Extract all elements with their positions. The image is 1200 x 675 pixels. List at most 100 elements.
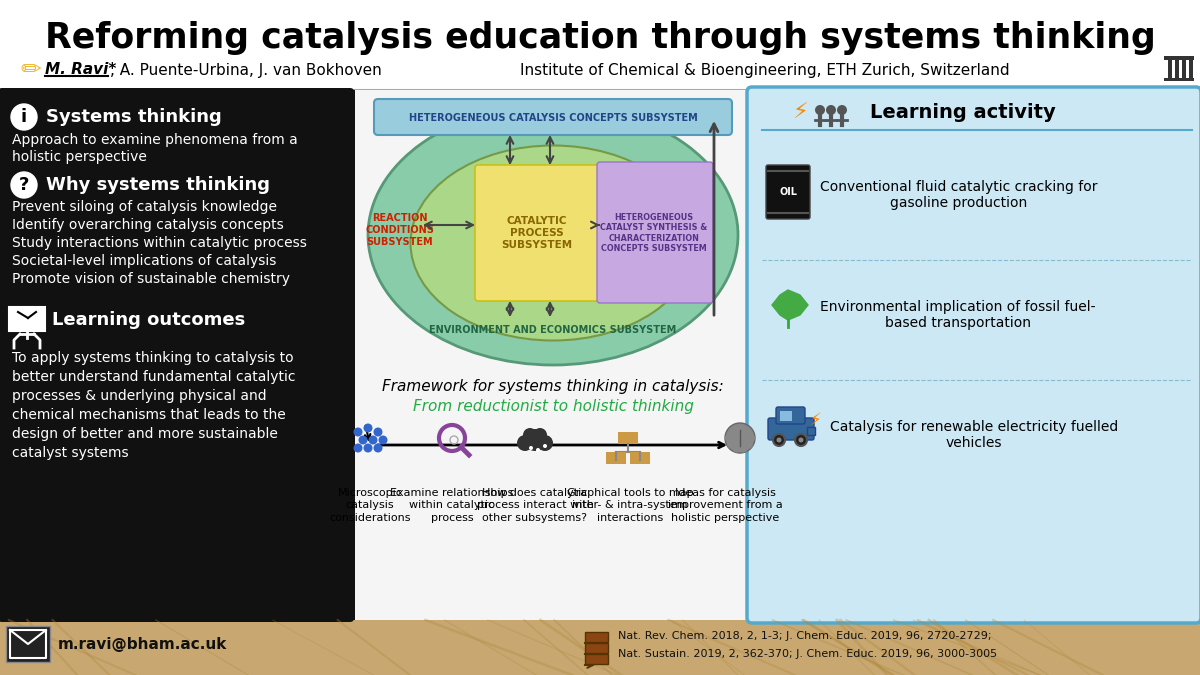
Text: ✏: ✏ <box>20 58 41 82</box>
Circle shape <box>364 423 372 433</box>
Text: Learning activity: Learning activity <box>870 103 1056 122</box>
Circle shape <box>368 435 378 445</box>
FancyBboxPatch shape <box>808 427 815 435</box>
Text: ⚡: ⚡ <box>792 103 808 123</box>
Circle shape <box>542 444 547 448</box>
Text: REACTION
CONDITIONS
SUBSYSTEM: REACTION CONDITIONS SUBSYSTEM <box>366 213 434 246</box>
Text: design of better and more sustainable: design of better and more sustainable <box>12 427 278 441</box>
Text: better understand fundamental catalytic: better understand fundamental catalytic <box>12 370 295 384</box>
Text: Study interactions within catalytic process: Study interactions within catalytic proc… <box>12 236 307 250</box>
Circle shape <box>359 435 367 445</box>
Text: chemical mechanisms that leads to the: chemical mechanisms that leads to the <box>12 408 286 422</box>
FancyBboxPatch shape <box>10 307 46 331</box>
Text: ⚡: ⚡ <box>809 411 821 429</box>
Text: Examine relationships
within catalytic
process: Examine relationships within catalytic p… <box>390 488 514 523</box>
Text: How does catalytic
process interact with
other subsystems?: How does catalytic process interact with… <box>476 488 594 523</box>
FancyBboxPatch shape <box>584 653 607 664</box>
Circle shape <box>524 429 546 451</box>
FancyBboxPatch shape <box>1168 58 1172 78</box>
Text: Catalysis for renewable electricity fuelled
vehicles: Catalysis for renewable electricity fuel… <box>830 420 1118 450</box>
FancyBboxPatch shape <box>768 418 814 440</box>
FancyBboxPatch shape <box>374 99 732 135</box>
FancyBboxPatch shape <box>776 407 805 424</box>
Text: , A. Puente-Urbina, J. van Bokhoven: , A. Puente-Urbina, J. van Bokhoven <box>110 63 382 78</box>
Text: Why systems thinking: Why systems thinking <box>46 176 270 194</box>
Text: Ideas for catalysis
improvement from a
holistic perspective: Ideas for catalysis improvement from a h… <box>667 488 782 523</box>
Text: OIL: OIL <box>779 187 797 197</box>
Circle shape <box>373 443 383 452</box>
Text: To apply systems thinking to catalysis to: To apply systems thinking to catalysis t… <box>12 351 294 365</box>
Text: Environmental implication of fossil fuel-
based transportation: Environmental implication of fossil fuel… <box>820 300 1096 330</box>
Circle shape <box>11 172 37 198</box>
Circle shape <box>11 104 37 130</box>
Text: Institute of Chemical & Bioengineering, ETH Zurich, Switzerland: Institute of Chemical & Bioengineering, … <box>520 63 1009 78</box>
Text: Promote vision of sustainable chemistry: Promote vision of sustainable chemistry <box>12 272 290 286</box>
Polygon shape <box>772 290 808 320</box>
Text: Identify overarching catalysis concepts: Identify overarching catalysis concepts <box>12 218 283 232</box>
Ellipse shape <box>368 105 738 365</box>
Text: HETEROGENEOUS CATALYSIS CONCEPTS SUBSYSTEM: HETEROGENEOUS CATALYSIS CONCEPTS SUBSYST… <box>409 113 697 123</box>
Text: m.ravi@bham.ac.uk: m.ravi@bham.ac.uk <box>58 637 227 653</box>
Text: catalyst systems: catalyst systems <box>12 446 128 460</box>
Text: Microscopic
catalysis
considerations: Microscopic catalysis considerations <box>329 488 410 523</box>
FancyBboxPatch shape <box>1175 58 1178 78</box>
Circle shape <box>354 443 362 452</box>
FancyBboxPatch shape <box>584 643 607 653</box>
Circle shape <box>725 423 755 453</box>
Circle shape <box>738 443 748 452</box>
FancyBboxPatch shape <box>0 0 1200 90</box>
Text: ENVIRONMENT AND ECONOMICS SUBSYSTEM: ENVIRONMENT AND ECONOMICS SUBSYSTEM <box>430 325 677 335</box>
Text: Nat. Rev. Chem. 2018, 2, 1-3; J. Chem. Educ. 2019, 96, 2720-2729;: Nat. Rev. Chem. 2018, 2, 1-3; J. Chem. E… <box>618 631 991 641</box>
Circle shape <box>745 433 755 443</box>
FancyBboxPatch shape <box>0 90 355 620</box>
Circle shape <box>538 435 553 451</box>
Circle shape <box>536 448 540 452</box>
Text: Approach to examine phenomena from a: Approach to examine phenomena from a <box>12 133 298 147</box>
FancyBboxPatch shape <box>746 87 1200 623</box>
Circle shape <box>23 323 31 331</box>
Circle shape <box>826 105 836 115</box>
Text: i: i <box>20 108 28 126</box>
Circle shape <box>523 428 538 442</box>
Text: From reductionist to holistic thinking: From reductionist to holistic thinking <box>413 398 694 414</box>
FancyBboxPatch shape <box>0 620 1200 675</box>
FancyBboxPatch shape <box>355 90 750 620</box>
Text: Conventional fluid catalytic cracking for
gasoline production: Conventional fluid catalytic cracking fo… <box>820 180 1098 210</box>
FancyBboxPatch shape <box>630 452 650 464</box>
Ellipse shape <box>410 146 696 340</box>
Circle shape <box>529 446 533 450</box>
FancyBboxPatch shape <box>606 452 626 464</box>
Text: M. Ravi*: M. Ravi* <box>46 63 116 78</box>
FancyBboxPatch shape <box>0 88 354 622</box>
FancyBboxPatch shape <box>1164 78 1194 81</box>
Circle shape <box>743 439 754 449</box>
Text: Prevent siloing of catalysis knowledge: Prevent siloing of catalysis knowledge <box>12 200 277 214</box>
Circle shape <box>378 435 388 445</box>
Circle shape <box>517 435 533 451</box>
Circle shape <box>732 443 742 452</box>
Text: Reforming catalysis education through systems thinking: Reforming catalysis education through sy… <box>44 21 1156 55</box>
Circle shape <box>798 437 804 443</box>
FancyBboxPatch shape <box>584 632 607 641</box>
FancyBboxPatch shape <box>475 165 599 301</box>
FancyBboxPatch shape <box>1164 56 1194 60</box>
Circle shape <box>354 427 362 437</box>
Circle shape <box>773 434 785 446</box>
Circle shape <box>796 434 808 446</box>
Circle shape <box>815 105 826 115</box>
Text: processes & underlying physical and: processes & underlying physical and <box>12 389 266 403</box>
Circle shape <box>725 433 734 443</box>
Circle shape <box>776 437 781 443</box>
Text: Nat. Sustain. 2019, 2, 362-370; J. Chem. Educ. 2019, 96, 3000-3005: Nat. Sustain. 2019, 2, 362-370; J. Chem.… <box>618 649 997 659</box>
Text: Societal-level implications of catalysis: Societal-level implications of catalysis <box>12 254 276 268</box>
Circle shape <box>533 428 547 442</box>
FancyBboxPatch shape <box>598 162 713 303</box>
Text: Graphical tools to map
inter- & intra-system
interactions: Graphical tools to map inter- & intra-sy… <box>566 488 694 523</box>
FancyBboxPatch shape <box>618 432 638 444</box>
FancyBboxPatch shape <box>6 626 50 662</box>
Text: ?: ? <box>19 176 29 194</box>
Text: CATALYTIC
PROCESS
SUBSYSTEM: CATALYTIC PROCESS SUBSYSTEM <box>502 217 572 250</box>
Text: HETEROGENEOUS
CATALYST SYNTHESIS &
CHARACTERIZATION
CONCEPTS SUBSYSTEM: HETEROGENEOUS CATALYST SYNTHESIS & CHARA… <box>600 213 708 253</box>
Circle shape <box>838 105 847 115</box>
Circle shape <box>364 443 372 452</box>
